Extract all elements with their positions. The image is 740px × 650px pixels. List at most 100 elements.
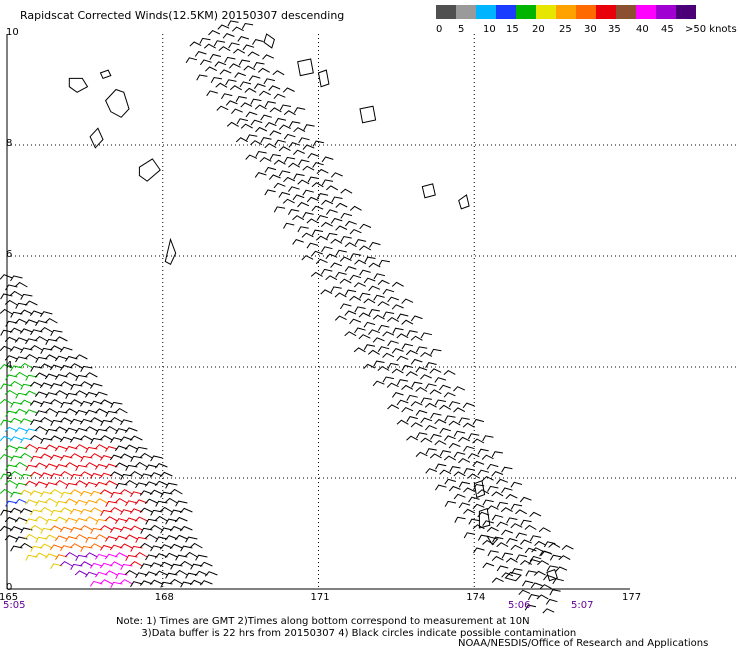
wind-barb	[24, 499, 38, 505]
wind-barb	[0, 454, 13, 460]
wind-barb	[49, 398, 63, 405]
wind-barb	[14, 517, 28, 523]
wind-barb	[219, 69, 232, 75]
wind-barb	[99, 562, 113, 569]
wind-barb	[491, 451, 503, 458]
wind-barb	[179, 560, 193, 567]
wind-barb	[54, 479, 68, 486]
wind-barb	[458, 436, 471, 443]
wind-barb	[289, 121, 301, 128]
wind-barb	[45, 338, 58, 345]
wind-barb	[252, 39, 264, 45]
wind-barb	[24, 443, 38, 450]
wind-barb	[218, 46, 231, 52]
wind-barb	[184, 551, 198, 558]
wind-barb	[477, 469, 490, 476]
wind-barb	[250, 140, 263, 146]
wind-barb	[425, 468, 438, 474]
wind-barb	[406, 330, 418, 337]
wind-barb	[99, 579, 113, 585]
wind-barb	[292, 239, 304, 245]
wind-barb	[95, 518, 108, 525]
wind-barb	[134, 461, 148, 468]
wind-barb	[205, 66, 218, 72]
island-outline	[359, 105, 377, 124]
wind-barb	[30, 545, 43, 552]
wind-barb	[124, 569, 138, 576]
wind-barb	[521, 580, 534, 587]
wind-barb	[253, 83, 266, 89]
wind-barb	[24, 300, 38, 306]
wind-barb	[40, 491, 53, 498]
wind-barb	[529, 555, 542, 562]
wind-barb	[278, 191, 291, 198]
wind-barb	[429, 368, 442, 374]
wind-barb	[473, 547, 485, 554]
wind-barb	[510, 544, 523, 550]
wind-barb	[164, 497, 178, 504]
legend-label: 10	[483, 24, 496, 35]
wind-barb	[292, 215, 305, 221]
wind-barb	[45, 482, 58, 489]
wind-barb	[278, 124, 291, 130]
wind-barb	[64, 427, 78, 434]
wind-barb	[486, 463, 499, 470]
wind-barb	[165, 572, 178, 579]
wind-barb	[165, 518, 178, 525]
wind-barb	[84, 571, 98, 578]
wind-barb	[501, 529, 513, 536]
wind-barb	[99, 525, 113, 531]
wind-barb	[140, 473, 153, 480]
wind-barb	[349, 228, 362, 235]
wind-barb	[119, 488, 133, 495]
wind-barb	[155, 536, 168, 543]
wind-barb	[44, 317, 58, 324]
wind-barb	[439, 427, 452, 434]
wind-barb	[306, 218, 319, 224]
wind-barb	[253, 62, 265, 69]
wind-barb	[74, 517, 88, 524]
wind-barb	[363, 277, 376, 284]
wind-barb	[378, 259, 390, 266]
wind-barb	[130, 581, 143, 588]
wind-barb	[155, 500, 168, 507]
wind-barb	[363, 321, 376, 328]
x-tick-label: 174	[466, 592, 486, 603]
wind-barb	[180, 545, 193, 552]
wind-barb	[420, 437, 433, 443]
legend-label: 40	[636, 24, 649, 35]
wind-barb	[334, 315, 347, 321]
wind-barb	[69, 436, 83, 443]
wind-barb	[349, 318, 362, 325]
legend-swatch	[456, 5, 476, 19]
wind-barb	[130, 455, 143, 462]
wind-barb	[9, 436, 23, 442]
wind-barb	[89, 400, 103, 407]
wind-barb	[287, 186, 300, 192]
wind-barb	[510, 481, 523, 488]
wind-barb	[85, 446, 98, 453]
wind-barb	[119, 526, 133, 533]
wind-barb	[391, 281, 404, 287]
wind-barb	[30, 419, 43, 426]
wind-barb	[310, 271, 323, 277]
wind-barb	[99, 544, 113, 551]
wind-barb	[104, 570, 118, 576]
wind-barb	[79, 400, 93, 407]
wind-barb	[189, 579, 203, 586]
island-outline	[504, 571, 522, 582]
wind-barb	[89, 472, 103, 479]
wind-barb	[434, 399, 447, 406]
wind-barb	[114, 535, 128, 542]
wind-barb	[54, 355, 68, 362]
wind-barb	[114, 552, 128, 558]
wind-barb	[70, 563, 83, 570]
wind-barb	[109, 471, 123, 477]
wind-barb	[359, 292, 371, 299]
wind-barb	[134, 516, 148, 522]
wind-barb	[89, 562, 103, 569]
wind-barb	[59, 436, 73, 443]
wind-barb	[24, 409, 38, 415]
wind-barb	[169, 578, 183, 585]
